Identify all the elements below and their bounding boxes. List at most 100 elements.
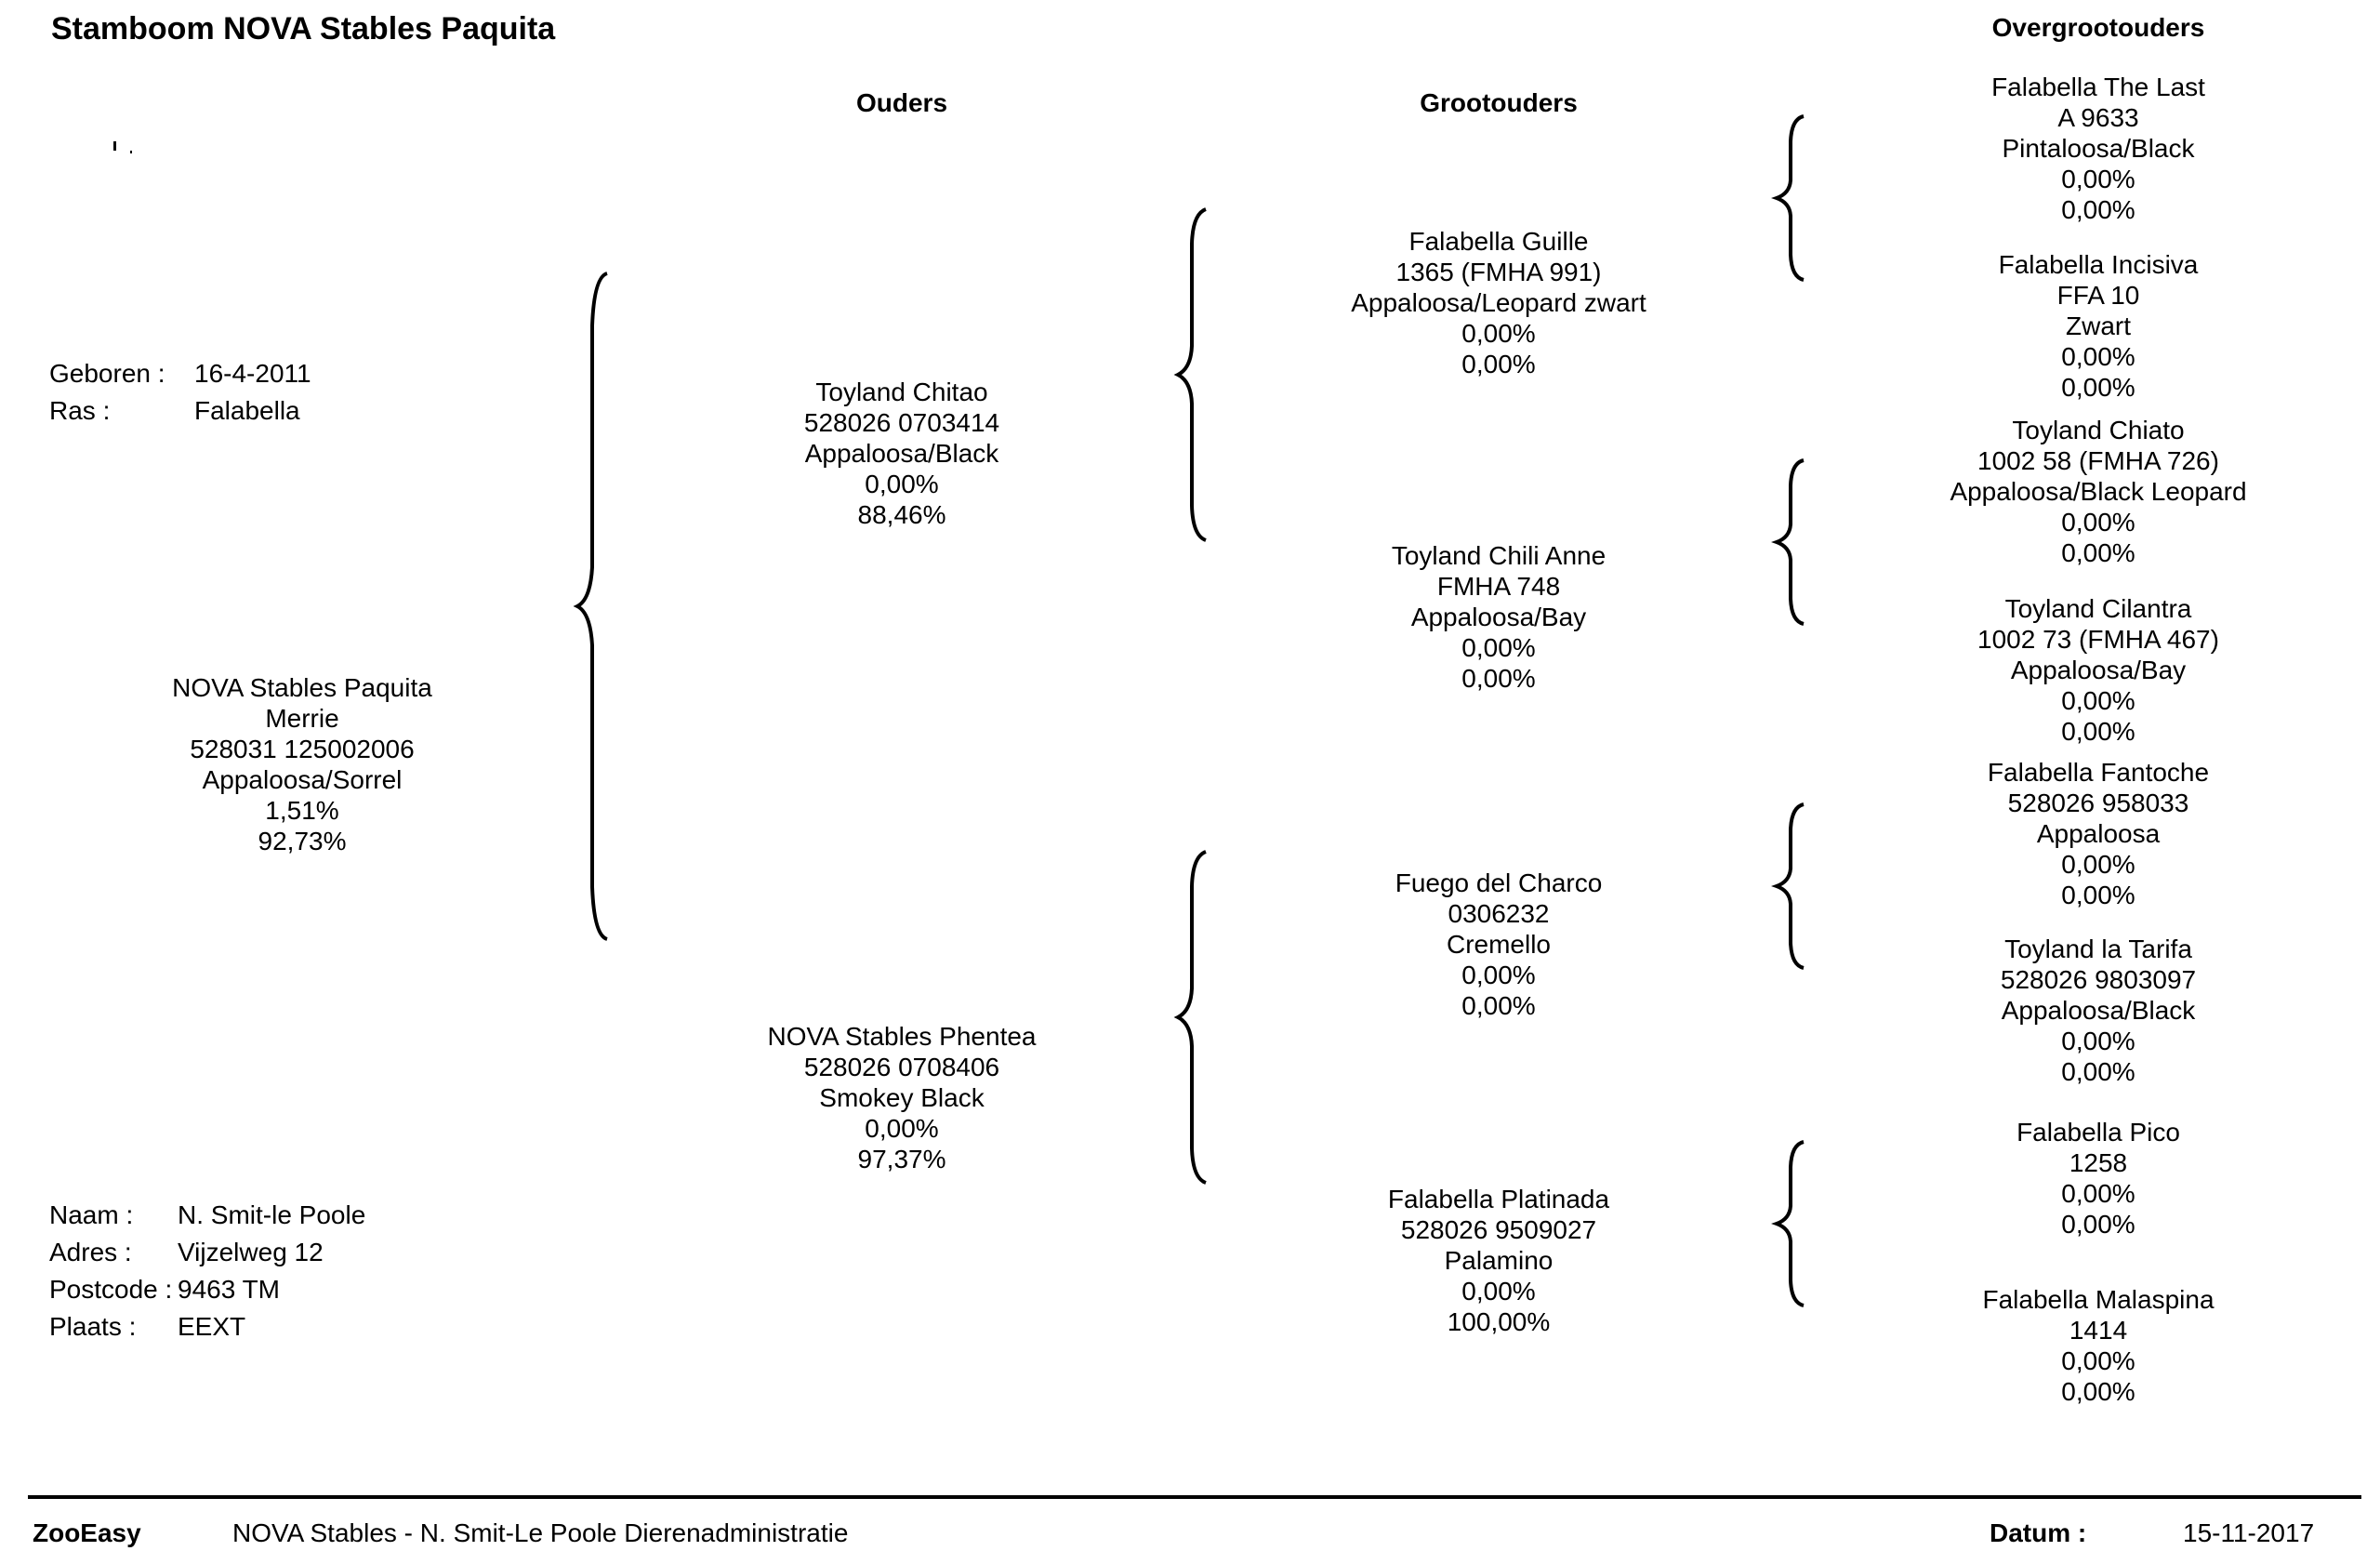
horse-name: Toyland Chili Anne — [1391, 541, 1606, 570]
horse-name: Toyland Cilantra — [2004, 594, 2192, 623]
column-header-grandparents: Grootouders — [1420, 88, 1578, 117]
horse-number: 1002 73 (FMHA 467) — [1977, 625, 2219, 654]
born-value: 16-4-2011 — [194, 359, 311, 388]
owner-address-value: Vijzelweg 12 — [178, 1238, 324, 1266]
pedigree-brace-grandparent-3 — [1771, 802, 1805, 970]
horse-color: Pintaloosa/Black — [2002, 134, 2195, 163]
footer-organization: NOVA Stables - N. Smit-Le Poole Dierenad… — [232, 1518, 849, 1547]
page-title: Stamboom NOVA Stables Paquita — [51, 11, 556, 46]
horse-number: 528026 9509027 — [1400, 1215, 1597, 1244]
footer-app-name: ZooEasy — [33, 1518, 141, 1547]
great-grandparent-card: Falabella Pico 1258 0,00% 0,00% — [2016, 1117, 2180, 1239]
great-grandparent-card: Falabella Malaspina 1414 0,00% 0,00% — [1982, 1284, 2214, 1407]
horse-pct2: 97,37% — [857, 1145, 946, 1173]
horse-pct2: 0,00% — [2061, 538, 2135, 567]
horse-pct2: 0,00% — [2061, 881, 2135, 909]
horse-number: 0306232 — [1448, 899, 1550, 928]
horse-name: Falabella Fantoche — [1987, 758, 2210, 787]
pedigree-brace-parent-2 — [1173, 850, 1207, 1185]
grandparent-card: Fuego del Charco 0306232 Cremello 0,00% … — [1395, 868, 1603, 1021]
subject-pct2: 92,73% — [258, 827, 347, 855]
horse-name: Falabella Platinada — [1387, 1185, 1610, 1213]
footer-date-label: Datum : — [1990, 1518, 2087, 1547]
grandparent-card: Falabella Platinada 528026 9509027 Palam… — [1388, 1184, 1609, 1337]
owner-postcode-value: 9463 TM — [178, 1275, 280, 1304]
horse-number: 528026 9803097 — [2000, 965, 2197, 994]
grandparent-card: Falabella Guille 1365 (FMHA 991) Appaloo… — [1351, 226, 1646, 379]
horse-color: Zwart — [2066, 312, 2131, 340]
horse-pct1: 0,00% — [865, 1114, 939, 1143]
owner-city-value: EEXT — [178, 1312, 246, 1341]
born-label: Geboren : — [49, 359, 165, 388]
pedigree-brace-parent-1 — [1173, 207, 1207, 542]
horse-pct2: 0,00% — [1461, 991, 1536, 1020]
horse-color: Appaloosa/Black Leopard — [1950, 477, 2247, 506]
horse-pct1: 0,00% — [1461, 1277, 1536, 1306]
subject-pct1: 1,51% — [265, 796, 339, 825]
horse-pct1: 0,00% — [2061, 165, 2135, 193]
grandparent-card: Toyland Chili Anne FMHA 748 Appaloosa/Ba… — [1392, 540, 1606, 694]
subject-color: Appaloosa/Sorrel — [202, 765, 403, 794]
horse-number: 528026 0708406 — [803, 1053, 1000, 1081]
horse-pct1: 0,00% — [2061, 1027, 2135, 1055]
column-header-parents: Ouders — [855, 88, 948, 117]
birth-info: Geboren : 16-4-2011 Ras : Falabella — [49, 355, 347, 430]
horse-number: FFA 10 — [2056, 281, 2140, 310]
pedigree-brace-main — [573, 272, 608, 941]
horse-color: Appaloosa/Bay — [2010, 656, 2187, 684]
breed-value: Falabella — [194, 396, 300, 425]
horse-number: 1365 (FMHA 991) — [1395, 258, 1602, 286]
horse-number: A 9633 — [2057, 103, 2139, 132]
horse-color: Appaloosa/Black — [804, 439, 999, 468]
owner-name-label: Naam : — [49, 1200, 134, 1229]
horse-pct2: 0,00% — [1461, 664, 1536, 693]
horse-name: Falabella The Last — [1991, 73, 2205, 101]
great-grandparent-card: Falabella The Last A 9633 Pintaloosa/Bla… — [1991, 72, 2205, 225]
scan-speck — [113, 141, 116, 151]
horse-pct2: 0,00% — [2061, 1377, 2135, 1406]
owner-address-label: Adres : — [49, 1238, 132, 1266]
parent-card-dam: NOVA Stables Phentea 528026 0708406 Smok… — [768, 1021, 1037, 1174]
horse-pct2: 0,00% — [2061, 717, 2135, 746]
owner-city-label: Plaats : — [49, 1312, 137, 1341]
horse-name: Toyland Chitao — [815, 378, 988, 406]
subject-name: NOVA Stables Paquita — [172, 673, 432, 702]
parent-card-sire: Toyland Chitao 528026 0703414 Appaloosa/… — [804, 377, 999, 530]
horse-pct2: 100,00% — [1447, 1307, 1551, 1336]
subject-sex: Merrie — [265, 704, 339, 733]
horse-pct1: 0,00% — [1461, 633, 1536, 662]
horse-color: Appaloosa/Black — [2001, 996, 2196, 1025]
horse-pct1: 0,00% — [2061, 342, 2135, 371]
great-grandparent-card: Toyland la Tarifa 528026 9803097 Appaloo… — [2001, 934, 2196, 1087]
horse-number: 1002 58 (FMHA 726) — [1977, 446, 2219, 475]
horse-number: 528026 0703414 — [803, 408, 1000, 437]
horse-pct2: 88,46% — [857, 500, 946, 529]
horse-name: Toyland Chiato — [2012, 416, 2185, 444]
horse-pct2: 0,00% — [1461, 350, 1536, 378]
horse-number: 1414 — [2069, 1316, 2128, 1345]
horse-pct2: 0,00% — [2061, 373, 2135, 402]
horse-pct1: 0,00% — [1461, 961, 1536, 989]
horse-name: Falabella Incisiva — [1998, 250, 2199, 279]
horse-pct1: 0,00% — [2061, 508, 2135, 537]
horse-color: Smokey Black — [819, 1083, 985, 1112]
horse-color: Palamino — [1444, 1246, 1554, 1275]
subject-number: 528031 125002006 — [190, 735, 415, 763]
horse-name: Falabella Guille — [1408, 227, 1589, 256]
horse-pct2: 0,00% — [2061, 1210, 2135, 1239]
owner-name-value: N. Smit-le Poole — [178, 1200, 366, 1229]
pedigree-brace-grandparent-4 — [1771, 1140, 1805, 1307]
horse-pct2: 0,00% — [2061, 1057, 2135, 1086]
horse-pct1: 0,00% — [2061, 850, 2135, 879]
breed-label: Ras : — [49, 396, 111, 425]
horse-name: NOVA Stables Phentea — [767, 1022, 1037, 1051]
horse-number: FMHA 748 — [1436, 572, 1561, 601]
great-grandparent-card: Falabella Incisiva FFA 10 Zwart 0,00% 0,… — [1999, 249, 2199, 403]
horse-pct1: 0,00% — [865, 470, 939, 498]
horse-name: Falabella Pico — [2016, 1118, 2180, 1147]
horse-color: Appaloosa/Leopard zwart — [1351, 288, 1646, 317]
great-grandparent-card: Toyland Chiato 1002 58 (FMHA 726) Appalo… — [1950, 415, 2246, 568]
owner-info: Naam : N. Smit-le Poole Adres : Vijzelweg … — [49, 1197, 421, 1346]
pedigree-brace-grandparent-1 — [1771, 114, 1805, 282]
owner-postcode-label: Postcode : — [49, 1275, 173, 1304]
